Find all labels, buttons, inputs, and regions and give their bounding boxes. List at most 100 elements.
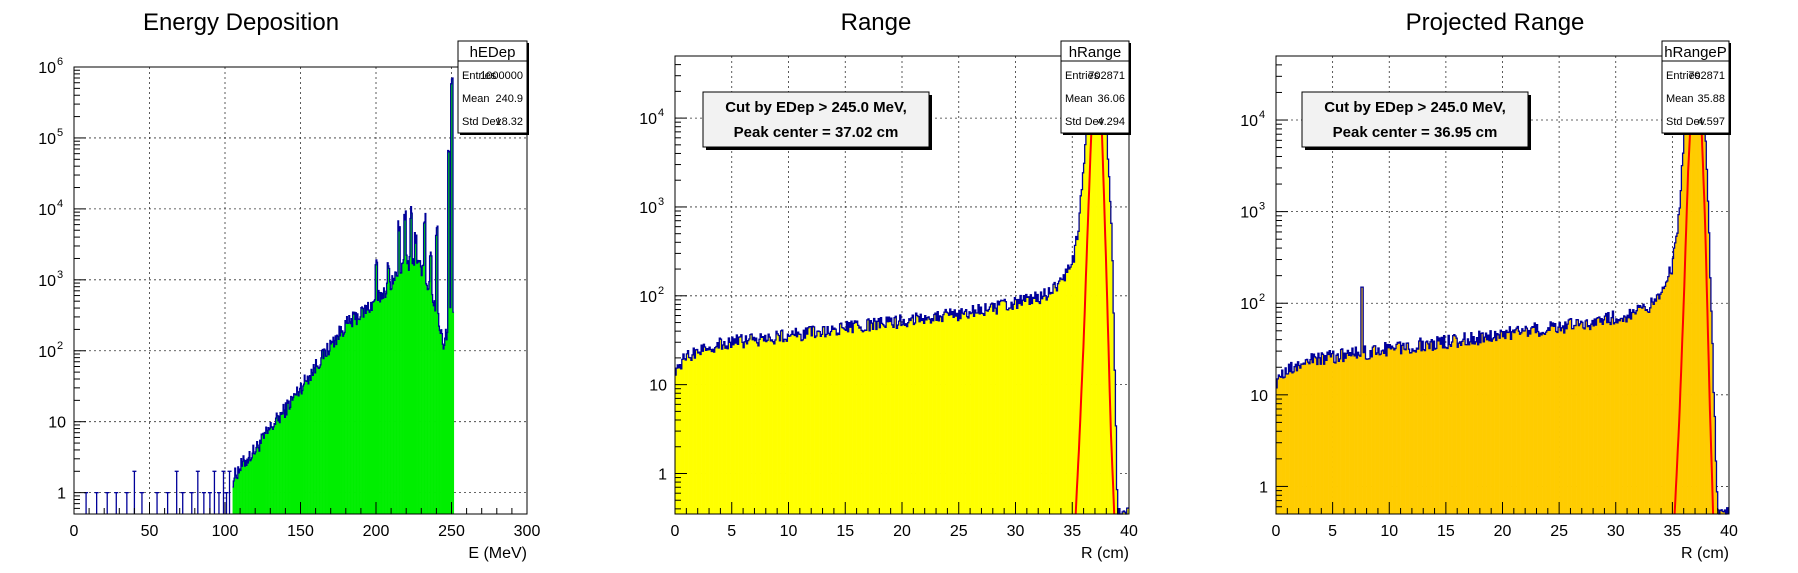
histogram-bin — [1030, 294, 1032, 514]
histogram-bin — [319, 367, 321, 514]
histogram-bin — [991, 303, 994, 514]
histogram-bin — [1025, 294, 1028, 514]
histogram-bin — [928, 316, 930, 514]
histogram-bin — [1054, 282, 1056, 514]
histogram-bin — [1000, 300, 1003, 514]
histogram-bin — [1397, 342, 1399, 514]
histogram-bin — [317, 367, 319, 514]
histogram-bin — [1348, 355, 1350, 514]
histogram-bin — [797, 332, 800, 514]
histogram-bin — [269, 428, 271, 514]
histogram-bin — [1034, 292, 1037, 514]
x-tick-label: 20 — [1494, 523, 1512, 540]
histogram-bin — [1704, 124, 1706, 514]
histogram-bin — [276, 413, 278, 514]
histogram-bin — [856, 321, 859, 514]
histogram-bin — [312, 375, 314, 514]
histogram-bin — [1309, 359, 1312, 514]
histogram-bin — [267, 433, 269, 514]
histogram-bin — [1653, 304, 1655, 514]
histogram-bin — [1316, 364, 1319, 514]
histogram-bin — [247, 462, 249, 514]
histogram-bin — [251, 457, 253, 514]
histogram-bin — [1562, 325, 1564, 514]
histogram-bin — [970, 313, 972, 514]
histogram-bin — [872, 329, 874, 514]
histogram-bin — [1554, 323, 1557, 514]
histogram-bin — [699, 354, 702, 514]
histogram-bin — [785, 339, 787, 514]
histogram-bin — [999, 301, 1002, 514]
histogram-bin — [727, 348, 729, 514]
histogram-bin — [1027, 296, 1030, 514]
histogram-bin — [1018, 303, 1021, 514]
histogram-bin — [1305, 359, 1307, 514]
histogram-bin — [1377, 347, 1380, 514]
y-tick-exponent: 4 — [57, 198, 63, 210]
histogram-bars — [232, 77, 455, 515]
histogram-bin — [1435, 348, 1438, 514]
x-tick-label: 25 — [950, 523, 968, 540]
histogram-bin — [1638, 307, 1640, 514]
histogram-bin — [712, 349, 714, 514]
histogram-bin — [322, 349, 324, 514]
histogram-bin — [1289, 371, 1292, 514]
histogram-bin — [971, 312, 973, 514]
histogram-bin — [1326, 352, 1329, 514]
y-tick-exponent: 2 — [1259, 292, 1265, 304]
histogram-bin — [808, 326, 811, 514]
histogram-bin — [240, 458, 242, 514]
histogram-bin — [1494, 331, 1497, 514]
histogram-bin — [1519, 334, 1521, 514]
histogram-bin — [1295, 364, 1297, 514]
histogram-bin — [906, 326, 908, 514]
histogram-bin — [990, 304, 992, 514]
histogram-bin — [387, 262, 389, 514]
stats-label: Std Dev — [1065, 116, 1105, 128]
histogram-bin — [391, 275, 393, 514]
histogram-bin — [446, 332, 449, 514]
y-tick-label: 1 — [57, 486, 66, 503]
histogram-bin — [1692, 62, 1695, 515]
histogram-bin — [1698, 60, 1700, 514]
histogram-bin — [816, 331, 819, 514]
histogram-bin — [1589, 329, 1592, 514]
y-tick-label: 1 — [658, 466, 667, 483]
histogram-bin — [1672, 258, 1674, 514]
histogram-bin — [249, 451, 251, 514]
histogram-bin — [1373, 345, 1375, 514]
histogram-bin — [825, 334, 828, 514]
histogram-bin — [1650, 298, 1653, 514]
histogram-bin — [768, 334, 770, 514]
histogram-bin — [1612, 311, 1614, 514]
histogram-bin — [963, 314, 965, 514]
histogram-bin — [1374, 345, 1376, 514]
histogram-bin — [1484, 337, 1486, 514]
histogram-bin — [745, 335, 747, 514]
histogram-bin — [308, 383, 310, 514]
stats-box-frame — [1060, 40, 1130, 134]
histogram-bin — [249, 460, 251, 514]
histogram-bin — [858, 328, 861, 514]
histogram-bin — [806, 334, 809, 514]
histogram-bin — [234, 468, 236, 514]
histogram-bin — [710, 349, 712, 514]
histogram-bin — [1299, 368, 1302, 514]
histogram-bin — [716, 342, 719, 514]
histogram-bin — [1605, 313, 1607, 514]
histogram-bin — [1437, 340, 1440, 514]
histogram-bin — [261, 434, 263, 514]
histogram-bin — [1060, 279, 1063, 514]
histogram-bin — [959, 318, 962, 514]
histogram-bin — [1656, 294, 1658, 514]
histogram-bin — [724, 348, 727, 514]
histogram-bin — [304, 375, 306, 514]
histogram-bin — [246, 459, 248, 514]
histogram-bin — [1697, 65, 1699, 515]
histogram-bin — [1606, 322, 1609, 514]
histogram-bin — [1454, 336, 1457, 514]
histogram-bin — [1324, 355, 1327, 514]
histogram-bin — [1551, 326, 1553, 514]
histogram-bin — [757, 345, 760, 514]
